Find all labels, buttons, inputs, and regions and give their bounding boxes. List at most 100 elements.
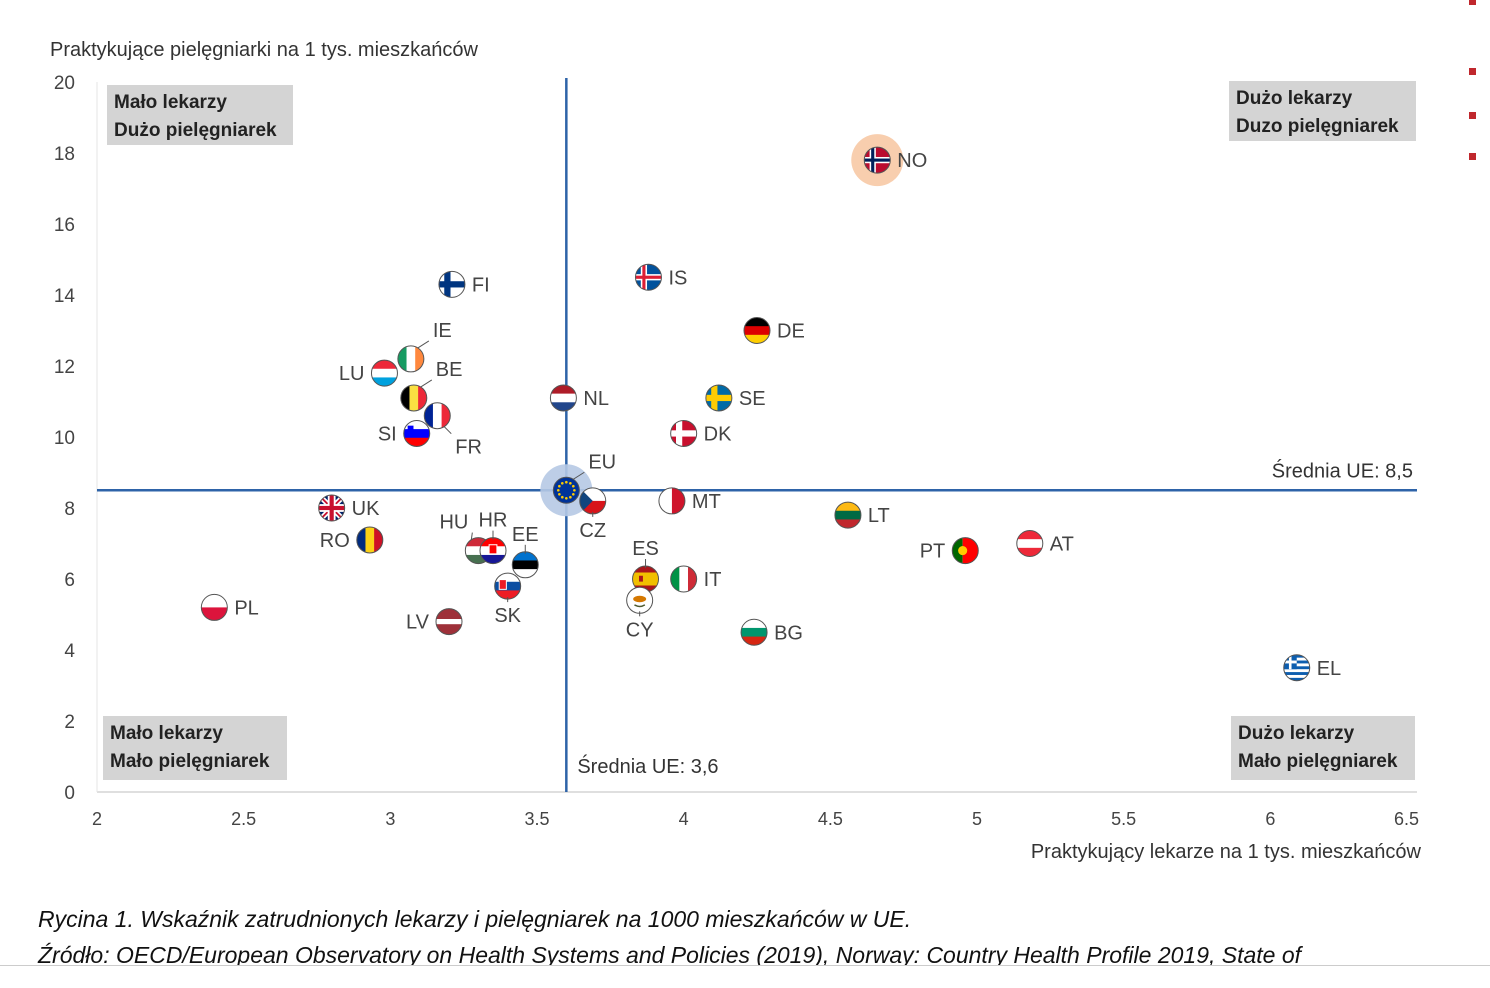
data-point-ro: RO: [320, 526, 384, 554]
flag-slovenia: [403, 420, 430, 447]
y-tick-label: 12: [54, 357, 75, 378]
data-label-lu: LU: [339, 363, 365, 385]
data-label-se: SE: [739, 388, 766, 410]
data-label-nl: NL: [583, 388, 609, 410]
quadrant-label-line1: Mało lekarzy: [114, 92, 227, 113]
y-tick-label: 0: [64, 783, 75, 804]
flag-outline: [863, 146, 891, 174]
flag-outline: [1016, 530, 1044, 557]
flag-eu: [553, 477, 580, 504]
data-label-hr: HR: [479, 510, 508, 532]
quadrant-label-line2: Mało pielęgniarek: [110, 751, 270, 772]
y-tick-label: 14: [54, 286, 76, 307]
y-tick-label: 18: [54, 144, 75, 165]
data-label-pl: PL: [234, 597, 258, 619]
data-point-cz: CZ: [579, 487, 607, 542]
label-leader-line: [420, 379, 433, 388]
label-leader-line: [443, 426, 452, 435]
data-point-pl: PL: [200, 593, 259, 621]
quadrant-box: [1229, 81, 1416, 141]
flag-germany: [744, 317, 770, 344]
quadrant-label-line2: Mało pielęgniarek: [1238, 751, 1398, 772]
flag-romania: [356, 526, 383, 553]
data-label-dk: DK: [704, 423, 732, 445]
data-label-ie: IE: [433, 320, 452, 342]
edge-bullet-mark: [1469, 68, 1476, 75]
y-tick-label: 4: [64, 641, 75, 662]
quadrant-label-line1: Dużo lekarzy: [1238, 723, 1355, 744]
flag-outline: [356, 526, 384, 554]
data-label-cz: CZ: [579, 520, 606, 542]
flag-portugal: [952, 537, 979, 564]
flag-outline: [951, 537, 979, 565]
data-label-bg: BG: [774, 622, 803, 644]
data-point-lt: LT: [834, 501, 890, 529]
quadrant-label-line1: Mało lekarzy: [110, 723, 223, 744]
flag-outline: [400, 384, 428, 412]
quadrant-label-top-left: Mało lekarzy Dużo pielęgniarek: [107, 85, 293, 145]
flag-italy: [670, 566, 697, 592]
data-label-el: EL: [1317, 658, 1341, 680]
flag-outline: [370, 359, 398, 387]
data-label-de: DE: [777, 321, 805, 343]
data-label-cy: CY: [626, 619, 654, 641]
data-label-es: ES: [632, 538, 659, 560]
data-label-be: BE: [436, 359, 463, 381]
flag-france: [424, 402, 451, 429]
flag-hungary: [465, 537, 492, 564]
data-point-it: IT: [670, 565, 721, 593]
flag-uk: [318, 495, 345, 521]
quadrant-label-line2: Dużo pielęgniarek: [114, 120, 277, 141]
flag-sweden: [705, 384, 732, 411]
flag-outline: [743, 317, 771, 344]
flag-outline: [634, 263, 662, 291]
label-leader-line: [470, 532, 473, 540]
page-bottom-edge: [0, 965, 1490, 988]
flag-croatia: [480, 537, 506, 564]
data-point-eu: EU: [540, 451, 616, 517]
flag-iceland: [635, 264, 662, 291]
data-point-se: SE: [705, 384, 766, 412]
flag-outline: [670, 565, 698, 593]
x-tick-label: 3.5: [524, 809, 549, 829]
quadrant-label-top-right: Dużo lekarzy Duzo pielęgniarek: [1229, 81, 1416, 141]
quadrant-label-line2: Duzo pielęgniarek: [1236, 116, 1399, 137]
data-point-el: EL: [1283, 654, 1341, 682]
edge-bullet-mark: [1469, 0, 1476, 5]
x-tick-label: 2.5: [231, 809, 256, 829]
edge-bullet-mark: [1469, 153, 1476, 160]
x-tick-label: 4: [679, 809, 689, 829]
y-tick-label: 6: [64, 570, 75, 591]
data-label-hu: HU: [439, 512, 468, 534]
data-point-is: IS: [634, 263, 687, 291]
x-tick-label: 5.5: [1111, 809, 1136, 829]
y-tick-label: 20: [54, 73, 75, 94]
data-point-be: BE: [400, 359, 463, 412]
flag-ireland: [397, 345, 424, 372]
data-point-hr: HR: [479, 510, 508, 565]
flag-austria: [1016, 530, 1043, 557]
flag-outline: [1283, 654, 1311, 682]
flag-belgium: [400, 384, 427, 411]
quadrant-box: [1231, 716, 1415, 780]
data-label-lt: LT: [868, 505, 890, 527]
y-tick-label: 2: [64, 712, 75, 733]
flag-malta: [658, 487, 685, 514]
data-point-ee: EE: [511, 524, 539, 579]
data-point-pt: PT: [920, 537, 979, 565]
data-point-fr: FR: [423, 402, 482, 459]
data-label-fi: FI: [472, 274, 490, 296]
eu-average-nurses-label: Średnia UE: 8,5: [1272, 458, 1413, 482]
flag-outline: [658, 487, 686, 515]
y-axis-title: Praktykujące pielęgniarki na 1 tys. mies…: [50, 39, 479, 61]
x-axis-title: Praktykujący lekarze na 1 tys. mieszkańc…: [1031, 841, 1422, 863]
data-point-es: ES: [632, 538, 660, 593]
data-point-lu: LU: [339, 359, 398, 387]
data-label-at: AT: [1050, 534, 1074, 556]
x-tick-label: 5: [972, 809, 982, 829]
data-label-fr: FR: [455, 437, 482, 459]
data-point-dk: DK: [670, 419, 732, 447]
flag-netherlands: [550, 384, 577, 411]
data-point-ie: IE: [397, 320, 452, 373]
